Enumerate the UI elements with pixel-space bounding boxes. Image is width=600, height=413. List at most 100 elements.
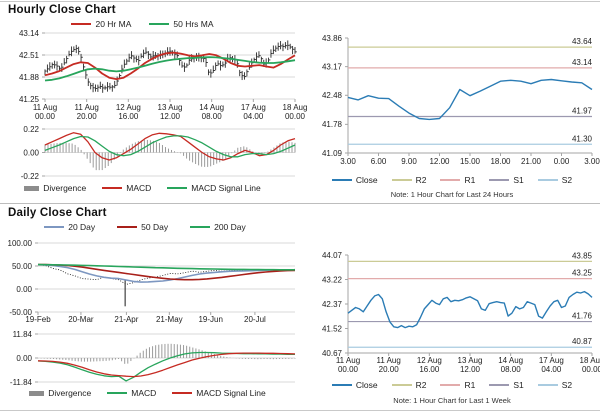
legend-item-macd-signal-line: MACD Signal Line [167, 183, 261, 193]
legend-swatch [167, 186, 188, 190]
legend-item-s1: S1 [489, 380, 524, 390]
legend-item-r1: R1 [440, 175, 475, 185]
pivot-label-s2: 40.87 [572, 337, 593, 346]
x-tick-label: 12.00 [160, 112, 181, 121]
legend-swatch [44, 225, 65, 229]
x-tick-label: 04.00 [541, 365, 562, 374]
pivot-label-r1: 43.14 [572, 58, 593, 67]
pivot-label-s1: 41.97 [572, 106, 593, 115]
legend-label: Close [355, 175, 378, 185]
x-tick-label: 11 Aug [336, 356, 360, 365]
legend-item-20-day: 20 Day [44, 222, 95, 232]
pivot-label-r1: 43.25 [572, 269, 593, 278]
bottom-border [0, 410, 600, 411]
y-tick-label: 41.78 [322, 120, 343, 129]
legend-label: R2 [415, 175, 427, 185]
legend-label: 50 Day [141, 222, 169, 232]
x-tick-label: 21-Apr [114, 315, 138, 324]
y-tick-label: 0.00 [16, 285, 32, 294]
legend-swatch [24, 185, 40, 191]
legend-item-r1: R1 [440, 380, 475, 390]
y-tick-label: 40.67 [322, 349, 343, 358]
legend-swatch [117, 225, 138, 229]
pivot-label-r2: 43.64 [572, 37, 593, 46]
x-tick-label: 18 Aug [580, 356, 600, 365]
x-tick-label: 6.00 [371, 157, 387, 166]
legend-label: S1 [513, 380, 524, 390]
x-tick-label: 00.00 [338, 365, 359, 374]
section-divider [0, 203, 600, 204]
pivot-label-r2: 43.85 [572, 251, 593, 260]
legend-label: MACD [131, 388, 157, 398]
y-tick-label: -11.84 [10, 378, 33, 387]
legend-swatch [440, 383, 461, 387]
hourly-macd-legend: Divergence MACD MACD Signal Line [10, 183, 275, 193]
legend-label: MACD Signal Line [191, 183, 261, 193]
y-tick-label: 0.22 [23, 125, 39, 134]
ma20-line [37, 263, 296, 283]
y-tick-label: 44.07 [322, 251, 343, 260]
legend-item-s2: S2 [537, 175, 573, 185]
legend-swatch [537, 178, 558, 182]
x-tick-label: 00.00 [582, 365, 600, 374]
ma20-line [44, 51, 296, 80]
legend-label: S2 [561, 175, 573, 185]
legend-item-s1: S1 [489, 175, 524, 185]
legend-item-divergence: Divergence [29, 388, 91, 398]
legend-item-200-day: 200 Day [190, 222, 246, 232]
x-tick-label: 00.00 [285, 112, 306, 121]
x-tick-label: 08.00 [501, 365, 522, 374]
x-tick-label: 20.00 [379, 365, 400, 374]
x-tick-label: 12 Aug [116, 103, 141, 112]
x-tick-label: 17 Aug [241, 103, 266, 112]
y-tick-label: 41.88 [19, 73, 40, 82]
y-tick-label: 0.00 [23, 148, 39, 157]
x-tick-label: 3.00 [584, 157, 600, 166]
x-tick-label: 14 Aug [199, 103, 224, 112]
macd-signal-line [44, 135, 296, 158]
daily-price-legend: 20 Day 50 Day 200 Day [10, 222, 280, 232]
daily-macd-chart: 11.84 0.00 -11.84 [10, 330, 296, 387]
y-tick-label: 11.84 [13, 330, 33, 339]
x-tick-label: 12 Aug [417, 356, 442, 365]
x-tick-label: 13 Aug [158, 103, 183, 112]
ma200-line [37, 263, 295, 271]
y-tick-label: 43.22 [322, 275, 343, 284]
y-tick-label: 100.00 [8, 239, 33, 248]
x-tick-label: 15.00 [460, 157, 481, 166]
legend-label: R2 [415, 380, 427, 390]
x-tick-label: 18.00 [490, 157, 511, 166]
legend-label: Close [355, 380, 378, 390]
macd-signal-line [37, 352, 296, 378]
x-tick-label: 04.00 [243, 112, 264, 121]
y-tick-label: 42.48 [322, 91, 343, 100]
weekly-pivot-note: Note: 1 Hour Chart for Last 1 Week [393, 396, 511, 405]
x-tick-label: 16.00 [419, 365, 440, 374]
y-tick-label: 43.17 [322, 62, 343, 71]
ma50-line [44, 56, 296, 82]
y-tick-label: 43.86 [322, 34, 343, 43]
legend-item-divergence: Divergence [24, 183, 86, 193]
legend-swatch [391, 383, 412, 387]
daily-macd-legend: Divergence MACD MACD Signal Line [10, 388, 285, 398]
hourly-price-legend: 20 Hr MA 50 Hrs MA [10, 19, 275, 29]
y-tick-label: 41.52 [322, 324, 343, 333]
legend-swatch [489, 178, 510, 182]
x-tick-label: 17 Aug [539, 356, 564, 365]
x-tick-label: 20-Mar [68, 315, 94, 324]
legend-item-50-hrs-ma: 50 Hrs MA [149, 19, 214, 29]
pivot-label-s1: 41.76 [572, 312, 593, 321]
legend-item-s2: S2 [537, 380, 572, 390]
legend-item-r2: R2 [391, 175, 427, 185]
x-tick-label: 3.00 [340, 157, 356, 166]
legend-item-20-hr-ma: 20 Hr MA [71, 19, 131, 29]
x-tick-label: 0.00 [554, 157, 570, 166]
x-tick-label: 16.00 [118, 112, 139, 121]
x-tick-label: 19-Jun [198, 315, 222, 324]
weekly-pivot-legend: Close R2 R1 S1 S2 [312, 380, 592, 390]
